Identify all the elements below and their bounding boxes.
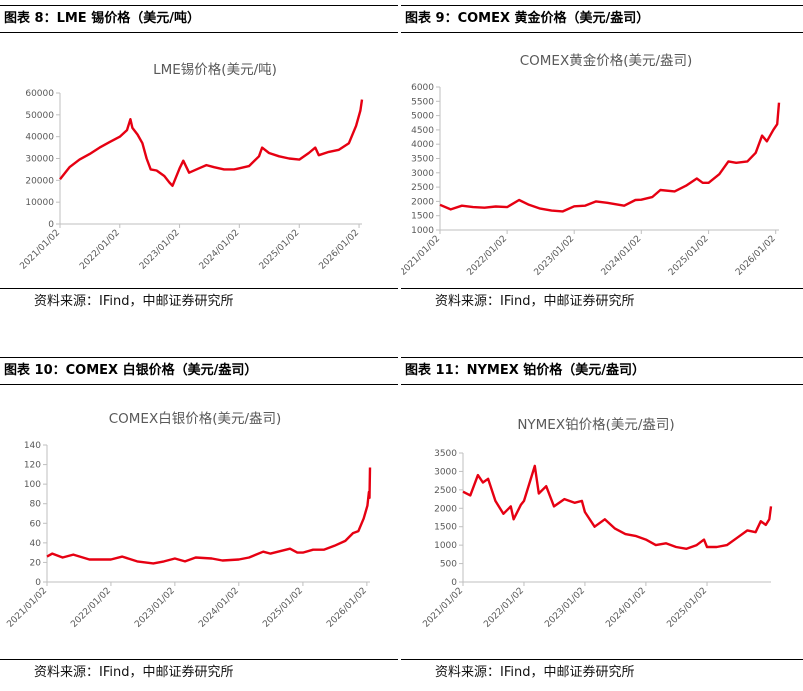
x-tick-label: 2024/01/02 [604, 586, 648, 630]
y-tick-label: 140 [24, 441, 41, 451]
y-tick-label: 100 [24, 480, 41, 490]
price-series-line [46, 467, 372, 565]
chart-title: COMEX黄金价格(美元/盎司) [520, 53, 693, 69]
x-tick-label: 2022/01/02 [465, 234, 509, 278]
x-tick-label: 2021/01/02 [5, 586, 49, 630]
y-tick-label: 0 [48, 220, 54, 230]
x-tick-label: 2026/01/02 [317, 228, 361, 272]
y-tick-label: 3500 [411, 155, 434, 165]
nymex-platinum-price-chart: NYMEX铂价格(美元/盎司) 0 500 1000 1500 2000 2500 3000 3… [421, 417, 773, 630]
y-tick-label: 1000 [411, 226, 434, 236]
y-tick-label: 80 [30, 500, 42, 510]
y-tick-label: 30000 [25, 155, 54, 165]
source-note: 资料来源：IFind，中邮证券研究所 [0, 288, 398, 319]
x-tick-label: 2023/01/02 [138, 228, 182, 272]
y-tick-label: 500 [440, 560, 457, 570]
chart-title: NYMEX铂价格(美元/盎司) [517, 417, 674, 433]
chart-panel-comex-silver: 图表 10：COMEX 白银价格（美元/盎司） COMEX白银价格(美元/盎司)… [0, 357, 398, 691]
y-tick-label: 1500 [411, 212, 434, 222]
chart-panel-comex-gold: 图表 9：COMEX 黄金价格（美元/盎司） COMEX黄金价格(美元/盎司) 1… [401, 5, 803, 321]
chart-title: COMEX白银价格(美元/盎司) [109, 411, 282, 427]
y-tick-label: 2000 [434, 504, 457, 514]
y-tick-label: 10000 [25, 198, 54, 208]
y-tick-label: 1000 [434, 541, 457, 551]
x-tick-label: 2022/01/02 [482, 586, 526, 630]
chart-panel-nymex-platinum: 图表 11：NYMEX 铂价格（美元/盎司） NYMEX铂价格(美元/盎司) 0 5… [401, 357, 803, 691]
x-tick-label: 2024/01/02 [197, 586, 241, 630]
comex-silver-price-chart: COMEX白银价格(美元/盎司) 0 20 40 60 80 100 120 140 2021/0… [5, 411, 372, 630]
price-series-line [462, 464, 773, 550]
x-tick-label: 2026/01/02 [325, 586, 369, 630]
y-tick-label: 3000 [434, 467, 457, 477]
y-tick-label: 5000 [411, 112, 434, 122]
y-tick-label: 6000 [411, 83, 434, 93]
x-tick-label: 2023/01/02 [533, 234, 577, 278]
y-tick-label: 3500 [434, 449, 457, 459]
y-tick-label: 40000 [25, 133, 54, 143]
chart-panel-lme-tin: 图表 8：LME 锡价格（美元/吨） LME锡价格(美元/吨) 0 10000 200… [0, 5, 398, 321]
comex-gold-price-chart: COMEX黄金价格(美元/盎司) 1000 1500 2000 2500 3000 3500… [401, 53, 781, 278]
x-tick-label: 2025/01/02 [261, 586, 305, 630]
y-tick-label: 0 [451, 578, 457, 588]
y-tick-label: 20000 [25, 176, 54, 186]
y-tick-label: 60000 [25, 89, 54, 99]
y-tick-label: 2500 [411, 183, 434, 193]
x-tick-label: 2024/01/02 [198, 228, 242, 272]
y-tick-label: 1500 [434, 523, 457, 533]
x-tick-label: 2025/01/02 [258, 228, 302, 272]
x-tick-label: 2021/01/02 [18, 228, 62, 272]
y-tick-label: 120 [24, 461, 41, 471]
y-tick-label: 2500 [434, 486, 457, 496]
x-tick-label: 2026/01/02 [734, 234, 778, 278]
y-tick-label: 50000 [25, 111, 54, 121]
chart-title: LME锡价格(美元/吨) [153, 62, 277, 78]
x-tick-label: 2023/01/02 [543, 586, 587, 630]
y-tick-label: 40 [30, 539, 42, 549]
x-tick-label: 2023/01/02 [133, 586, 177, 630]
y-tick-label: 4500 [411, 126, 434, 136]
x-tick-label: 2022/01/02 [69, 586, 113, 630]
lme-tin-price-chart: LME锡价格(美元/吨) 0 10000 20000 30000 40000 50000 60… [18, 62, 364, 272]
y-tick-label: 60 [30, 519, 42, 529]
x-tick-label: 2025/01/02 [667, 234, 711, 278]
y-tick-label: 2000 [411, 197, 434, 207]
price-series-line [59, 99, 364, 187]
x-tick-label: 2024/01/02 [600, 234, 644, 278]
panel-title: 图表 9：COMEX 黄金价格（美元/盎司） [401, 5, 803, 33]
x-tick-label: 2022/01/02 [78, 228, 122, 272]
source-note: 资料来源：IFind，中邮证券研究所 [401, 288, 803, 319]
x-tick-label: 2021/01/02 [421, 586, 465, 630]
x-tick-label: 2021/01/02 [401, 234, 442, 278]
y-tick-label: 5500 [411, 97, 434, 107]
panel-title: 图表 10：COMEX 白银价格（美元/盎司） [0, 357, 398, 385]
source-note: 资料来源：IFind，中邮证券研究所 [0, 659, 398, 690]
price-series-line [439, 102, 781, 213]
x-tick-label: 2025/01/02 [665, 586, 709, 630]
y-tick-label: 0 [35, 578, 41, 588]
y-tick-label: 20 [30, 558, 42, 568]
y-tick-label: 3000 [411, 169, 434, 179]
y-tick-label: 4000 [411, 140, 434, 150]
source-note: 资料来源：IFind，中邮证券研究所 [401, 659, 803, 690]
panel-title: 图表 11：NYMEX 铂价格（美元/盎司） [401, 357, 803, 385]
panel-title: 图表 8：LME 锡价格（美元/吨） [0, 5, 398, 33]
